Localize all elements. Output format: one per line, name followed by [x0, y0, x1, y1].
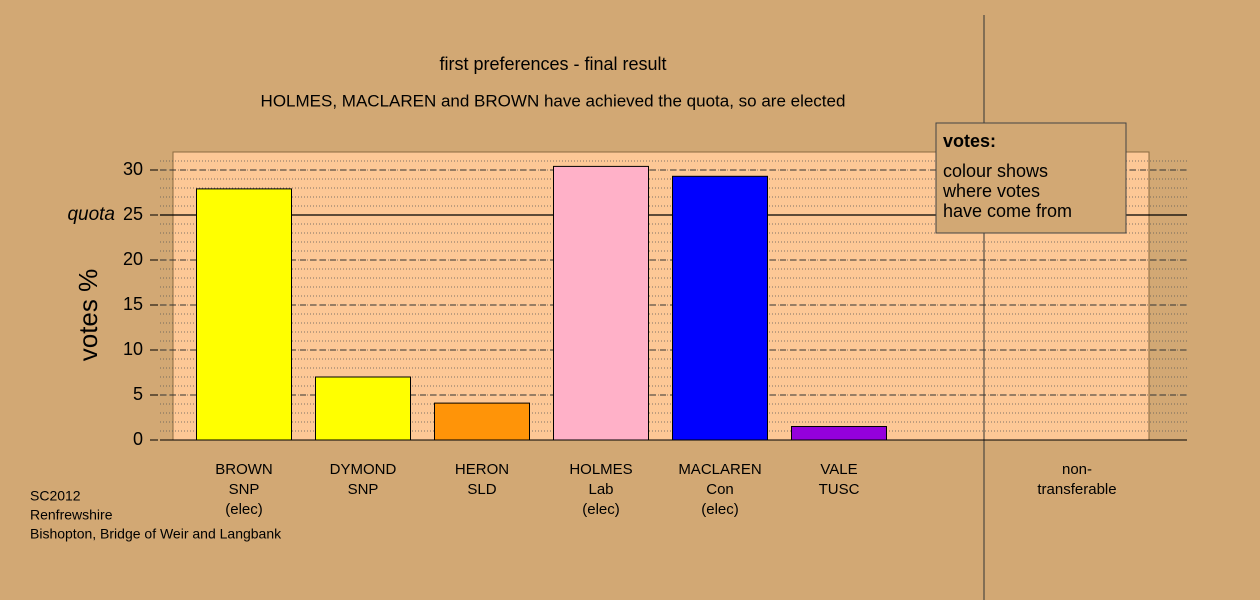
y-tick-label: 10: [123, 339, 143, 359]
quota-label: quota: [67, 204, 115, 225]
bar: [791, 426, 887, 441]
bar: [553, 165, 649, 441]
footer-line: Bishopton, Bridge of Weir and Langbank: [30, 526, 282, 542]
y-tick-label: 15: [123, 294, 143, 314]
x-tick-label: (elec): [225, 501, 263, 518]
bar: [196, 188, 292, 441]
legend-text: colour shows: [943, 161, 1048, 181]
x-tick-label: (elec): [701, 501, 739, 518]
x-tick-label: Lab: [588, 481, 613, 498]
bar: [315, 376, 411, 441]
x-tick-label: DYMOND: [330, 461, 397, 478]
footer-line: SC2012: [30, 488, 81, 504]
footer-line: Renfrewshire: [30, 507, 113, 523]
plot: 0 5 10 15 20 25 30 quota BROWN SNP (elec) DYMOND SNP…: [67, 159, 1187, 518]
legend-text: where votes: [942, 181, 1040, 201]
legend-title: votes:: [943, 131, 996, 151]
y-tick-label: 5: [133, 384, 143, 404]
x-tick-label: BROWN: [215, 461, 273, 478]
x-tick-label: TUSC: [819, 481, 860, 498]
y-tick-label: 30: [123, 159, 143, 179]
x-tick-label: Con: [706, 481, 734, 498]
chart-title: first preferences - final result: [439, 54, 666, 74]
x-tick-label: (elec): [582, 501, 620, 518]
y-tick-label: 25: [123, 204, 143, 224]
x-tick-label: VALE: [820, 461, 857, 478]
bar: [434, 402, 530, 441]
bar: [672, 175, 768, 441]
x-tick-label: SLD: [467, 481, 496, 498]
legend-text: have come from: [943, 201, 1072, 221]
x-tick-label: SNP: [348, 481, 379, 498]
x-tick-label: transferable: [1037, 481, 1116, 498]
chart-subtitle: HOLMES, MACLAREN and BROWN have achieved…: [261, 91, 846, 110]
x-tick-label: SNP: [229, 481, 260, 498]
y-tick-label: 0: [133, 429, 143, 449]
x-tick-label: non-: [1062, 461, 1092, 478]
y-axis-label: votes %: [73, 269, 103, 362]
x-tick-label: MACLAREN: [678, 461, 761, 478]
x-tick-label: HOLMES: [569, 461, 632, 478]
x-tick-label: HERON: [455, 461, 509, 478]
legend-box: [935, 122, 1127, 234]
y-tick-label: 20: [123, 249, 143, 269]
